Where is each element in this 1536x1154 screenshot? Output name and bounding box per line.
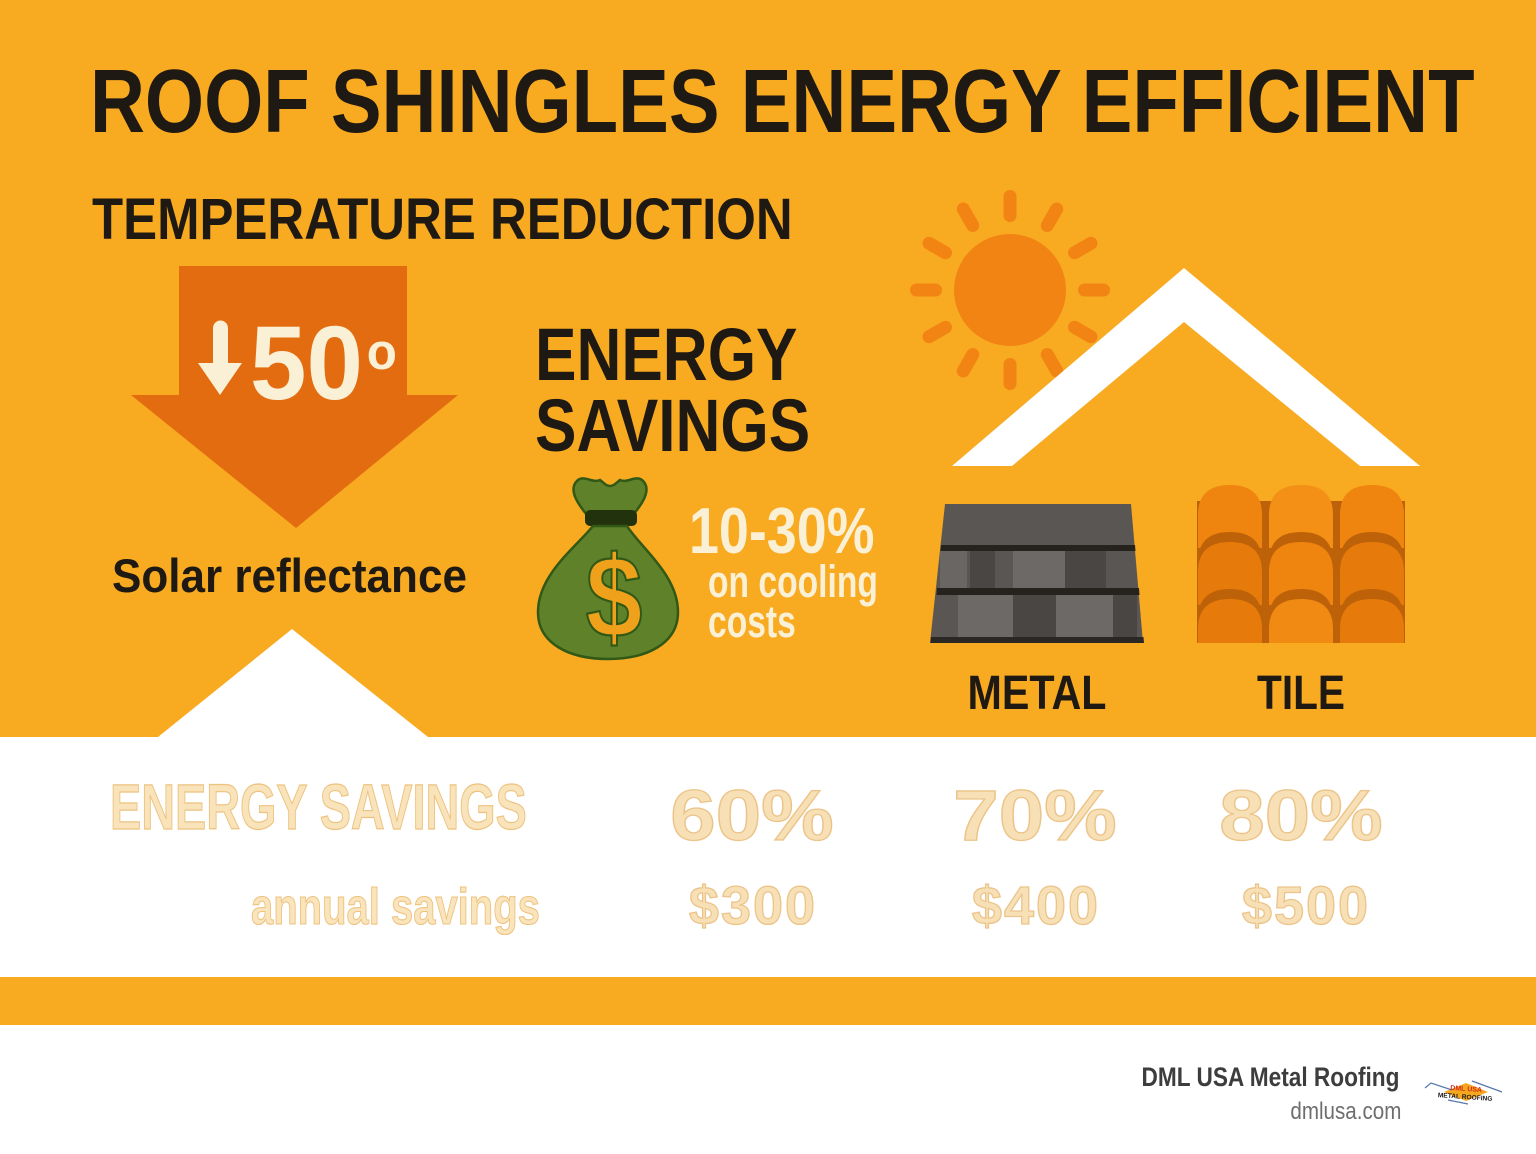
svg-text:METAL ROOFING: METAL ROOFING bbox=[1438, 1092, 1493, 1103]
svg-text:DML USA: DML USA bbox=[1450, 1085, 1482, 1094]
svg-text:$: $ bbox=[586, 533, 643, 663]
